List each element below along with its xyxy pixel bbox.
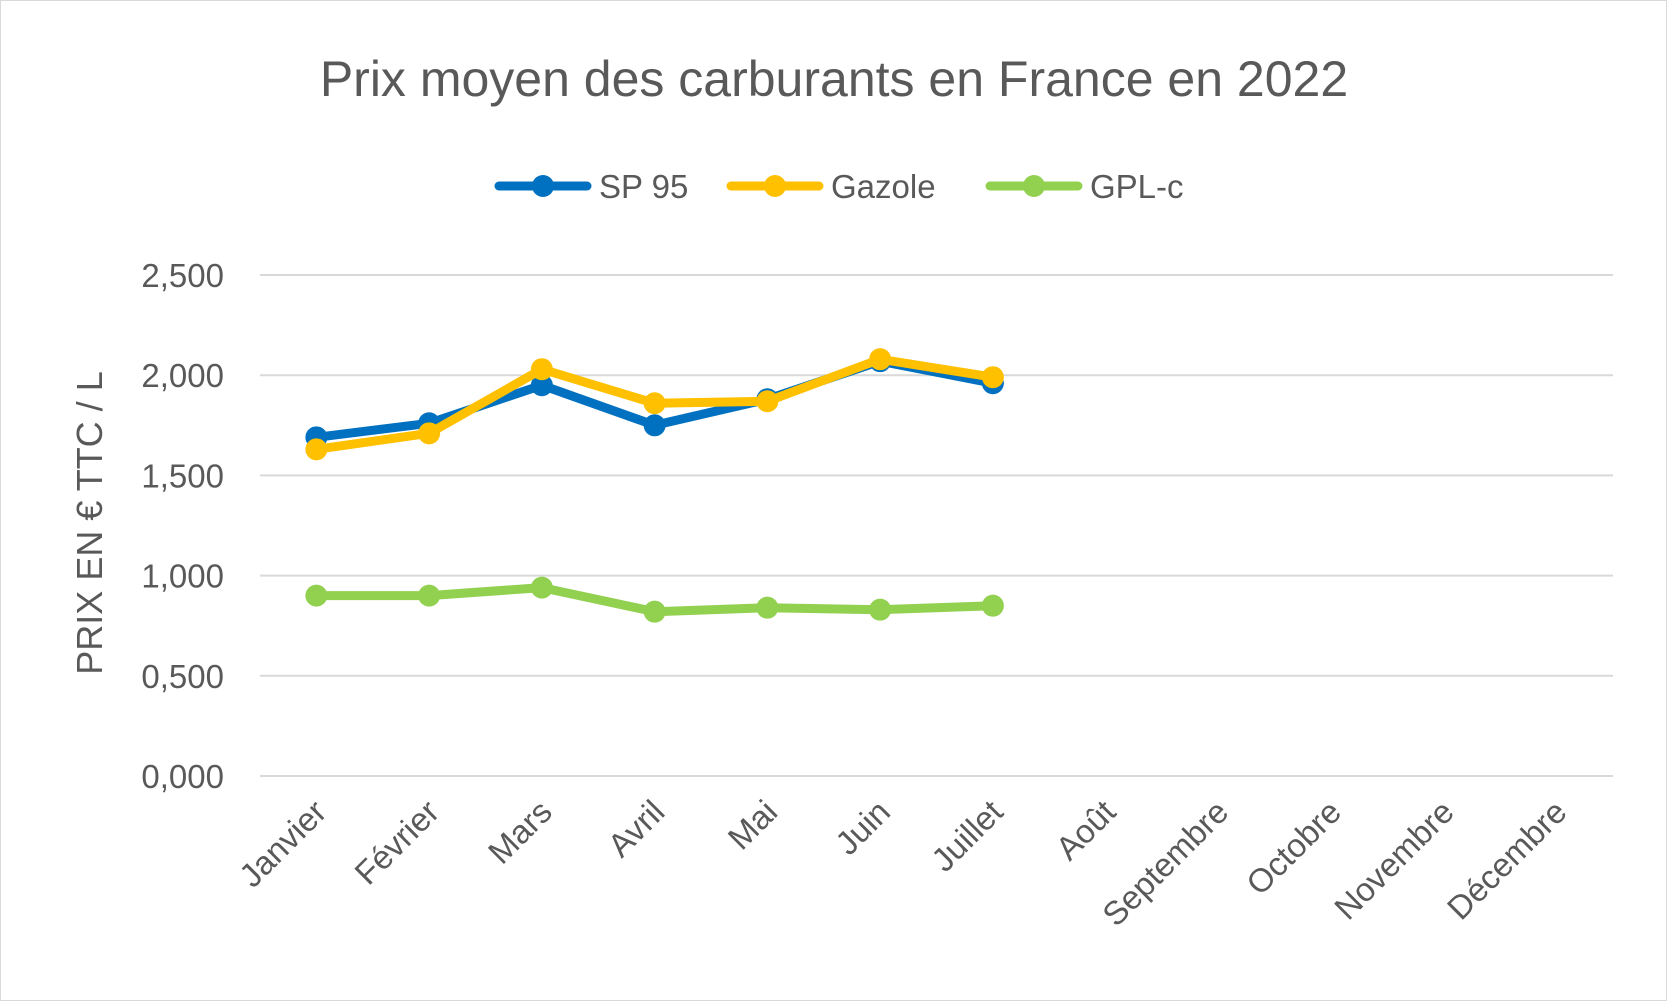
y-tick-label: 2,000	[141, 357, 224, 394]
data-point	[981, 594, 1004, 617]
x-tick-label: Décembre	[1440, 793, 1574, 927]
x-tick-label: Mars	[481, 793, 559, 871]
data-point	[418, 584, 441, 607]
y-axis-label: PRIX EN € TTC / L	[69, 371, 110, 674]
legend-item: Gazole	[726, 168, 936, 205]
y-tick-label: 1,500	[141, 457, 224, 494]
y-tick-label: 1,000	[141, 558, 224, 595]
x-tick-label: Novembre	[1327, 793, 1461, 927]
y-tick-label: 2,500	[141, 257, 224, 294]
legend-marker	[532, 175, 554, 197]
data-point	[869, 348, 892, 371]
data-point	[530, 576, 553, 599]
data-point	[305, 584, 328, 607]
x-axis-ticks: Janvier Février Mars Avril Mai Juin Juillet Aoû…	[232, 793, 1574, 933]
chart-title: Prix moyen des carburants en France en 2…	[320, 51, 1348, 107]
data-point	[643, 414, 666, 437]
chart-series	[305, 348, 1004, 623]
data-point	[305, 438, 328, 461]
data-point	[530, 358, 553, 381]
data-point	[869, 598, 892, 621]
x-tick-label: Juin	[828, 793, 897, 862]
x-tick-label: Mai	[721, 793, 785, 857]
legend-marker	[1023, 175, 1045, 197]
x-tick-label: Juillet	[924, 793, 1010, 879]
series-3	[305, 576, 1004, 623]
data-point	[981, 366, 1004, 389]
data-point	[756, 390, 779, 413]
legend-label: GPL-c	[1090, 168, 1184, 205]
gridlines	[260, 274, 1613, 777]
legend-label: Gazole	[831, 168, 936, 205]
data-point	[418, 422, 441, 445]
legend-item: SP 95	[494, 168, 688, 205]
x-tick-label: Avril	[600, 793, 671, 864]
legend-item: GPL-c	[985, 168, 1184, 205]
data-point	[530, 374, 553, 397]
data-point	[756, 596, 779, 619]
series-2	[305, 348, 1004, 461]
y-axis-ticks: 0,000 0,500 1,000 1,500 2,000 2,500	[141, 257, 224, 795]
data-point	[643, 600, 666, 623]
x-tick-label: Janvier	[232, 793, 333, 894]
legend-label: SP 95	[599, 168, 688, 205]
x-tick-label: Août	[1048, 793, 1122, 867]
x-tick-label: Octobre	[1239, 793, 1348, 902]
legend-marker	[764, 175, 786, 197]
y-tick-label: 0,000	[141, 758, 224, 795]
y-tick-label: 0,500	[141, 658, 224, 695]
x-tick-label: Février	[347, 793, 446, 892]
data-point	[643, 392, 666, 415]
chart-legend: SP 95 Gazole GPL-c	[494, 168, 1184, 205]
